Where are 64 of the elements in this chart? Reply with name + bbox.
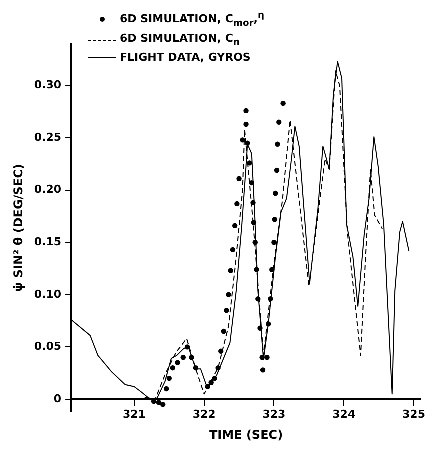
point xyxy=(216,365,221,371)
point xyxy=(164,386,170,392)
point xyxy=(272,240,277,246)
point xyxy=(175,360,180,366)
legend-label: 6D SIMULATION, C$_{n}$ xyxy=(120,30,240,50)
point xyxy=(250,200,256,206)
point xyxy=(268,296,274,302)
point xyxy=(254,267,260,272)
point xyxy=(226,292,232,298)
y-tick-label: 0.25 xyxy=(34,130,62,144)
y-tick-label: 0.20 xyxy=(34,183,62,196)
y-tick-label: 0.10 xyxy=(34,288,62,301)
x-axis-title: TIME (SEC) xyxy=(209,428,284,442)
point xyxy=(274,168,280,174)
point xyxy=(240,138,246,143)
point xyxy=(251,220,257,226)
point xyxy=(166,376,172,382)
point xyxy=(276,120,282,126)
point xyxy=(258,326,263,331)
point xyxy=(244,122,249,128)
y-tick-label: 0.15 xyxy=(34,235,62,248)
point xyxy=(252,240,258,246)
point xyxy=(170,365,176,371)
point xyxy=(189,355,194,360)
legend-label: FLIGHT DATA, GYROS xyxy=(120,50,251,66)
point xyxy=(260,355,265,360)
point xyxy=(260,368,266,373)
point xyxy=(249,180,254,186)
x-tick-label: 325 xyxy=(402,408,426,421)
point xyxy=(193,365,199,371)
x-tick-label: 324 xyxy=(332,408,356,421)
x-tick-label: 322 xyxy=(192,408,216,421)
point xyxy=(236,176,242,182)
point xyxy=(234,201,240,207)
y-tick-label: 0.05 xyxy=(34,340,62,354)
point xyxy=(273,190,278,196)
x-tick-label: 323 xyxy=(262,408,286,421)
point xyxy=(180,355,186,360)
legend-label: 6D SIMULATION, C$_{mor}$,$^{η}$ xyxy=(120,9,264,31)
point xyxy=(275,142,280,147)
point xyxy=(256,296,261,302)
y-axis-title: ψ̇ SIN² θ (DEG/SEC) xyxy=(11,164,26,292)
point xyxy=(160,402,166,408)
point xyxy=(266,322,272,327)
point xyxy=(247,160,252,166)
point xyxy=(212,376,218,382)
y-tick-label: 0.30 xyxy=(34,78,62,92)
point xyxy=(218,348,224,354)
point xyxy=(264,355,270,360)
point xyxy=(272,217,278,222)
point xyxy=(244,108,249,114)
point xyxy=(224,308,230,314)
point xyxy=(228,268,234,274)
point xyxy=(208,380,214,386)
point xyxy=(245,140,250,146)
point xyxy=(184,344,190,350)
point xyxy=(270,267,275,272)
point xyxy=(230,247,236,253)
point xyxy=(280,100,286,106)
y-tick-label: 0 xyxy=(54,392,62,406)
point xyxy=(205,384,210,390)
point xyxy=(232,223,238,229)
point xyxy=(221,328,227,334)
x-tick-label: 321 xyxy=(122,408,146,421)
